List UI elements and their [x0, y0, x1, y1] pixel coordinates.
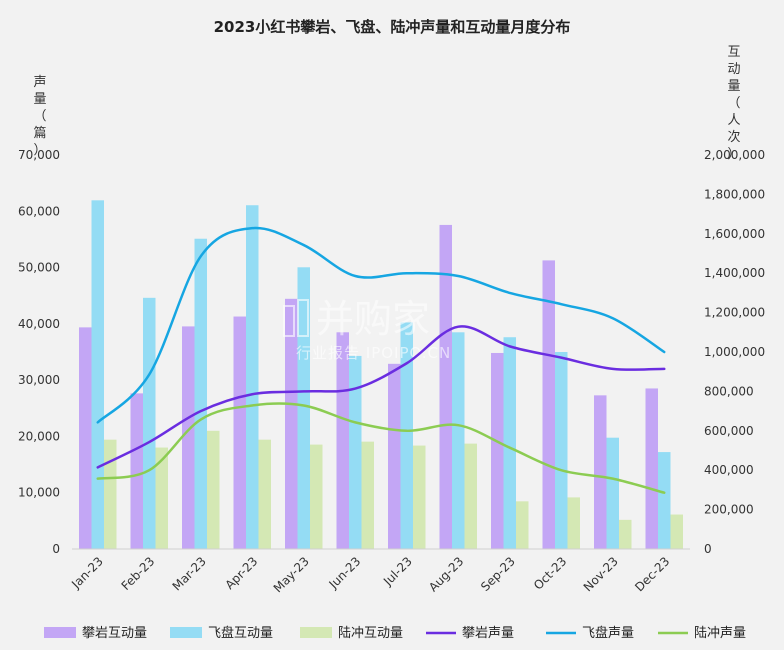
right-tick-label: 200,000: [704, 503, 754, 517]
legend: 攀岩互动量 飞盘互动量 陆冲互动量 攀岩声量 飞盘声量 陆冲声量: [44, 625, 746, 641]
bar: [336, 332, 349, 549]
legend-label: 攀岩互动量: [82, 626, 147, 641]
right-tick-label: 1,000,000: [704, 345, 765, 359]
watermark-subtext: 行业报告 IPOIPO.CN: [296, 344, 451, 362]
bar: [439, 224, 452, 549]
bar: [207, 430, 220, 549]
bar: [413, 445, 426, 549]
line-series-group: [96, 226, 666, 494]
bar: [91, 200, 104, 549]
right-tick-label: 1,400,000: [704, 266, 765, 280]
x-tick-label: Nov-23: [581, 554, 621, 594]
legend-label: 陆冲互动量: [338, 625, 403, 641]
legend-label: 攀岩声量: [462, 626, 514, 641]
bar: [104, 439, 117, 549]
left-tick-label: 10,000: [18, 486, 60, 500]
bar: [258, 439, 271, 549]
bar: [670, 514, 683, 549]
x-tick-label: May-23: [271, 554, 312, 595]
legend-swatch: [44, 627, 76, 638]
legend-label: 飞盘互动量: [208, 625, 273, 641]
legend-swatch: [170, 627, 202, 638]
left-axis-title: 声量（篇）: [33, 75, 46, 158]
series-line: [96, 325, 666, 469]
bar: [452, 332, 465, 549]
bar: [606, 437, 619, 549]
right-axis-title-text: 互动量（人次）: [727, 45, 740, 162]
right-tick-label: 400,000: [704, 463, 754, 477]
left-tick-label: 20,000: [18, 429, 60, 443]
bar: [155, 447, 168, 549]
watermark: 并购家 行业报告 IPOIPO.CN: [283, 297, 451, 362]
bar: [555, 352, 568, 549]
left-tick-label: 70,000: [18, 148, 60, 162]
left-tick-label: 60,000: [18, 204, 60, 218]
legend-label: 飞盘声量: [582, 625, 634, 641]
x-tick-label: Oct-23: [531, 554, 569, 592]
bar: [594, 395, 607, 549]
bar: [285, 298, 298, 549]
left-axis-title-text: 声量（篇）: [33, 75, 46, 158]
x-tick-label: Feb-23: [119, 554, 158, 593]
right-axis-title: 互动量（人次）: [727, 45, 740, 162]
bar: [310, 444, 323, 549]
bar: [516, 501, 529, 549]
left-axis-ticks: 0 10,000 20,000 30,000 40,000 50,000 60,000 70,…: [18, 148, 60, 556]
x-tick-label: Mar-23: [170, 554, 209, 593]
bar: [491, 352, 504, 549]
right-tick-label: 2,000,000: [704, 148, 765, 162]
bar: [645, 388, 658, 549]
left-tick-label: 50,000: [18, 261, 60, 275]
legend-swatch: [300, 627, 332, 638]
bar: [400, 322, 413, 549]
legend-label: 陆冲声量: [694, 625, 746, 641]
left-tick-label: 30,000: [18, 373, 60, 387]
right-tick-label: 600,000: [704, 424, 754, 438]
x-tick-label: Jul-23: [380, 554, 415, 589]
watermark-text: 并购家: [316, 297, 430, 341]
series-line: [96, 402, 666, 494]
left-tick-label: 0: [52, 542, 60, 556]
right-tick-label: 1,200,000: [704, 306, 765, 320]
bar: [182, 326, 195, 549]
x-tick-label: Aug-23: [426, 554, 466, 594]
x-tick-label: Apr-23: [222, 554, 260, 592]
bar: [361, 441, 374, 549]
right-tick-label: 0: [704, 542, 712, 556]
chart-title: 2023小红书攀岩、飞盘、陆冲声量和互动量月度分布: [214, 18, 571, 36]
bar: [503, 337, 516, 549]
bar: [464, 443, 477, 549]
bar: [567, 497, 580, 549]
x-axis-ticks: Jan-23 Feb-23 Mar-23 Apr-23 May-23 Jun-23 Jul-…: [68, 554, 672, 595]
x-tick-label: Dec-23: [632, 554, 672, 594]
bar: [194, 238, 207, 549]
right-tick-label: 1,800,000: [704, 187, 765, 201]
bar: [619, 519, 632, 549]
x-tick-label: Jan-23: [68, 554, 106, 592]
left-tick-label: 40,000: [18, 317, 60, 331]
right-tick-label: 800,000: [704, 384, 754, 398]
bar: [349, 355, 362, 549]
bar: [233, 316, 246, 549]
watermark-logo-icon: [283, 299, 309, 337]
bar-series-group: [79, 200, 683, 550]
bar: [658, 452, 671, 549]
right-tick-label: 1,600,000: [704, 227, 765, 241]
bar: [297, 267, 310, 549]
x-tick-label: Jun-23: [326, 554, 364, 592]
bar: [143, 297, 156, 549]
bar: [246, 205, 259, 550]
bar: [542, 260, 555, 549]
right-axis-ticks: 0 200,000 400,000 600,000 800,000 1,000,000 1,…: [704, 148, 765, 556]
bar: [388, 363, 401, 549]
bar: [79, 327, 92, 549]
x-tick-label: Sep-23: [478, 554, 518, 594]
bar: [130, 393, 143, 549]
